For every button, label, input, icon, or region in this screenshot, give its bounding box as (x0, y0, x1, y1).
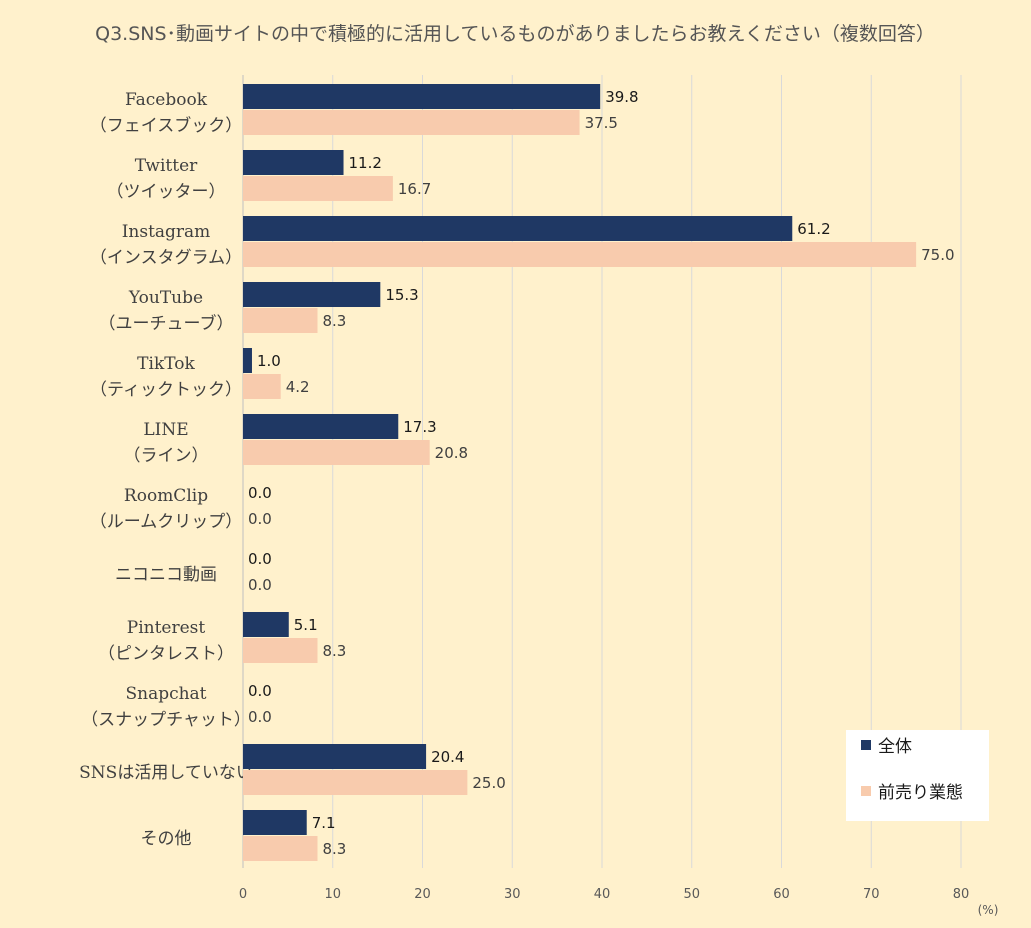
x-axis-unit: (%) (978, 903, 999, 917)
data-label-series-1: 0.0 (248, 550, 272, 568)
x-tick-label: 60 (773, 887, 790, 902)
bar-series-1 (243, 810, 307, 835)
data-label-series-1: 20.4 (431, 748, 464, 766)
x-tick-label: 40 (594, 887, 611, 902)
category-sublabel: （インスタグラム） (90, 248, 242, 268)
legend-label: 前売り業態 (878, 783, 963, 803)
data-label-series-2: 25.0 (472, 774, 505, 792)
data-label-series-2: 0.0 (248, 510, 272, 528)
category-label: RoomClip (124, 486, 208, 506)
data-label-series-2: 8.3 (322, 642, 346, 660)
data-label-series-2: 20.8 (435, 444, 468, 462)
bar-series-1 (243, 84, 601, 109)
data-label-series-2: 0.0 (248, 576, 272, 594)
category-label: Snapchat (125, 684, 206, 704)
data-label-series-2: 37.5 (585, 114, 618, 132)
bar-series-2 (243, 638, 318, 663)
bar-series-1 (243, 744, 427, 769)
data-label-series-1: 7.1 (312, 814, 336, 832)
category-sublabel: （ピンタレスト） (98, 644, 234, 664)
bar-series-1 (243, 216, 793, 241)
x-tick-label: 50 (683, 887, 700, 902)
data-label-series-1: 61.2 (797, 220, 830, 238)
data-label-series-2: 8.3 (322, 840, 346, 858)
x-tick-label: 10 (324, 887, 341, 902)
data-label-series-1: 1.0 (257, 352, 281, 370)
data-label-series-2: 16.7 (398, 180, 431, 198)
category-sublabel: （ユーチューブ） (99, 313, 234, 334)
data-label-series-1: 17.3 (403, 418, 436, 436)
data-label-series-1: 39.8 (605, 88, 638, 106)
bar-series-2 (243, 770, 468, 795)
data-label-series-1: 0.0 (248, 682, 272, 700)
data-label-series-2: 0.0 (248, 708, 272, 726)
bar-series-2 (243, 836, 318, 861)
category-sublabel: （ルームクリップ） (90, 512, 243, 532)
bar-series-2 (243, 374, 281, 399)
chart-title: Q3.SNS･動画サイトの中で積極的に活用しているものがありましたらお教えくださ… (95, 23, 935, 45)
bar-series-1 (243, 282, 381, 307)
data-label-series-2: 4.2 (286, 378, 310, 396)
category-label: Pinterest (127, 618, 206, 638)
category-label: YouTube (128, 288, 203, 308)
category-sublabel: （ライン） (124, 446, 209, 466)
category-label: Facebook (125, 90, 208, 110)
bar-series-2 (243, 440, 430, 465)
bar-series-1 (243, 348, 252, 373)
category-sublabel: （スナップチャット） (81, 710, 251, 730)
legend-swatch (861, 740, 871, 750)
x-tick-label: 70 (863, 887, 880, 902)
bar-series-2 (243, 110, 580, 135)
legend-swatch (861, 786, 871, 796)
bar-series-2 (243, 308, 318, 333)
category-label: その他 (141, 829, 192, 849)
x-tick-label: 30 (504, 887, 521, 902)
category-label: ニコニコ動画 (115, 565, 217, 585)
data-label-series-1: 5.1 (294, 616, 318, 634)
bar-series-1 (243, 612, 289, 637)
legend-label: 全体 (878, 737, 912, 757)
data-label-series-2: 8.3 (322, 312, 346, 330)
category-sublabel: （ツイッター） (107, 182, 226, 202)
category-label: Twitter (135, 156, 198, 176)
data-label-series-2: 75.0 (921, 246, 954, 264)
x-tick-label: 0 (239, 887, 247, 902)
x-tick-label: 20 (414, 887, 431, 902)
category-label: LINE (143, 420, 188, 440)
data-label-series-1: 0.0 (248, 484, 272, 502)
data-label-series-1: 15.3 (385, 286, 418, 304)
bar-series-1 (243, 150, 344, 175)
bar-series-2 (243, 176, 393, 201)
x-tick-label: 80 (953, 887, 970, 902)
bar-series-1 (243, 414, 399, 439)
category-label: SNSは活用していない (79, 763, 253, 783)
category-sublabel: （ティックトック） (90, 380, 242, 400)
data-label-series-1: 11.2 (349, 154, 382, 172)
category-sublabel: （フェイスブック） (90, 115, 243, 136)
category-label: Instagram (122, 222, 211, 242)
bar-series-2 (243, 242, 917, 267)
category-label: TikTok (137, 354, 195, 374)
